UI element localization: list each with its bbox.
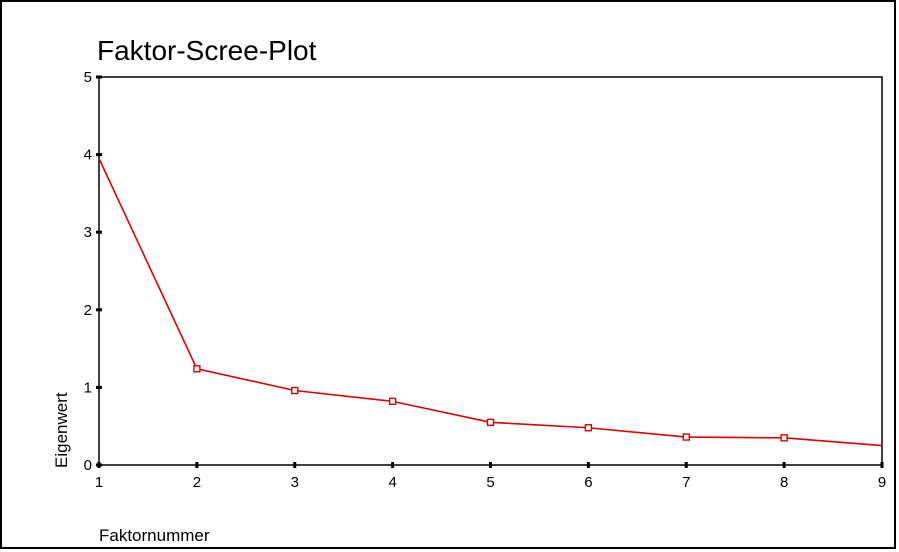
- data-point: [584, 424, 593, 432]
- y-tick-label: 5: [84, 69, 92, 86]
- data-point: [486, 418, 495, 427]
- plot-area: [98, 76, 883, 466]
- data-point: [682, 433, 690, 441]
- y-tick-label: 4: [84, 147, 92, 164]
- series-line: [98, 158, 883, 447]
- x-tick-label: 4: [388, 474, 396, 491]
- x-axis: 1 2 3 4 5 6 7 8 9: [95, 462, 886, 491]
- data-point: [291, 386, 299, 395]
- y-tick-label: 3: [84, 224, 92, 241]
- x-tick-label: 6: [584, 474, 592, 491]
- y-tick-label: 0: [84, 457, 92, 474]
- x-tick-label: 7: [682, 474, 690, 491]
- x-tick-label: 8: [780, 474, 788, 491]
- series-layer: [98, 158, 883, 447]
- x-tick-label: 2: [193, 474, 201, 491]
- y-tick-label: 2: [84, 302, 92, 319]
- y-axis: 0 1 2 3 4 5: [84, 69, 102, 474]
- y-axis-label: Eigenwert: [52, 392, 71, 468]
- x-tick-label: 3: [291, 474, 299, 491]
- x-tick-label: 5: [486, 474, 494, 491]
- x-tick-label: 9: [878, 474, 886, 491]
- x-tick-label: 1: [95, 474, 103, 491]
- data-point: [193, 365, 201, 373]
- data-point: [388, 397, 397, 406]
- data-point: [780, 434, 788, 442]
- y-tick-label: 1: [84, 379, 92, 396]
- chart-title: Faktor-Scree-Plot: [97, 35, 317, 66]
- x-axis-label: Faktornummer: [99, 526, 210, 545]
